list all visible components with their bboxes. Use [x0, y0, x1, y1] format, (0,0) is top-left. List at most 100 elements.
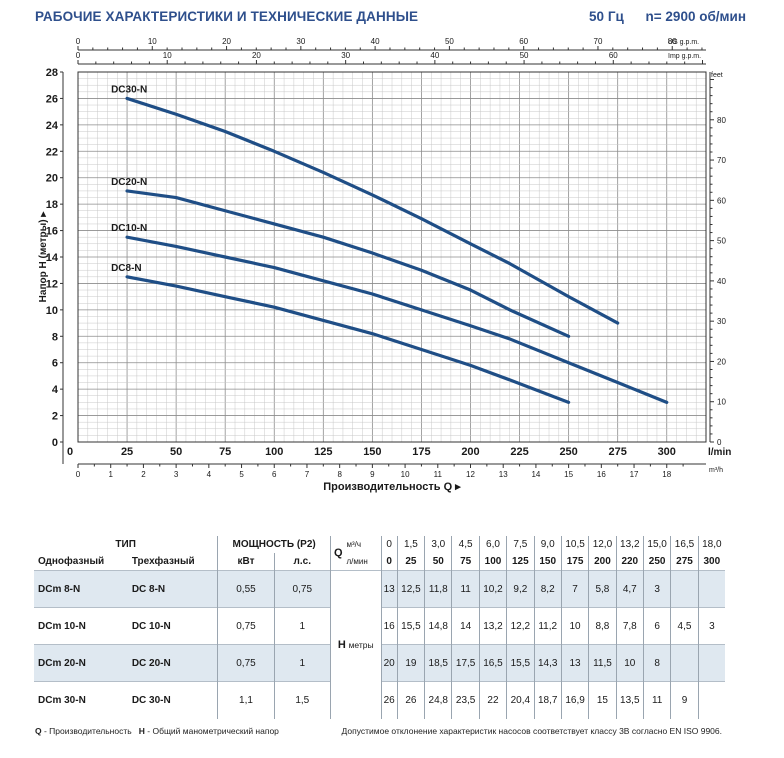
head-value: 13,5: [615, 681, 644, 719]
head-value: 3: [697, 607, 725, 645]
single-phase-model: DCm 30-N: [34, 681, 128, 719]
plot-frame: [77, 71, 707, 443]
single-phase-model: DCm 20-N: [34, 644, 128, 682]
q-lmin-value: 25: [396, 553, 425, 571]
head-value: 5,8: [588, 570, 617, 608]
m3h-tick-label: 12: [466, 470, 475, 479]
head-value: 16: [380, 607, 398, 645]
usgpm-tick-label: 60: [519, 37, 528, 46]
q-lmin-value: 50: [424, 553, 452, 571]
x-tick-label: 75: [219, 446, 231, 458]
q-lmin-value: 275: [670, 553, 699, 571]
x-tick-label: 100: [265, 446, 283, 458]
single-phase-model: DCm 8-N: [34, 570, 128, 608]
x-tick-label: 200: [461, 446, 479, 458]
x-tick-label: 300: [658, 446, 676, 458]
head-value: 12,2: [506, 607, 535, 645]
three-phase-model: DC 30-N: [127, 681, 218, 719]
head-value: 14: [451, 607, 480, 645]
q-lmin-value: 100: [478, 553, 507, 571]
impgpm-tick-label: 10: [163, 51, 172, 60]
three-phase-header: Трехфазный: [131, 556, 195, 567]
x-tick-label: 250: [559, 446, 577, 458]
impgpm-tick-label: 0: [76, 51, 81, 60]
curve-dc30-n: [125, 96, 620, 325]
usgpm-tick-label: 80: [668, 37, 677, 46]
usgpm-unit-label: US g.p.m.: [668, 39, 699, 46]
x-tick-label: 150: [363, 446, 381, 458]
m3h-tick-label: 10: [401, 470, 410, 479]
m3h-tick-label: 9: [370, 470, 375, 479]
m3h-tick-label: 18: [662, 470, 671, 479]
y-tick-label: 22: [46, 146, 58, 158]
feet-tick-label: 0: [717, 438, 722, 447]
power-header: МОЩНОСТЬ (P2): [217, 536, 331, 553]
head-value: 10: [560, 607, 589, 645]
x-unit-label: l/min: [708, 447, 731, 458]
y-tick-label: 4: [52, 384, 59, 396]
head-value: 8,8: [588, 607, 617, 645]
footer-note: Допустимое отклонение характеристик насо…: [341, 726, 722, 736]
curve-dc10-n: [125, 235, 669, 404]
m3h-tick-label: 7: [305, 470, 310, 479]
q-lmin-value: 125: [506, 553, 535, 571]
y-tick-label: 2: [52, 411, 58, 423]
q-m3h-value: 16,5: [670, 536, 699, 553]
usgpm-tick-label: 0: [76, 37, 81, 46]
three-phase-model: DC 8-N: [127, 570, 218, 608]
x-tick-label: 0: [67, 446, 73, 458]
head-value: 16,9: [560, 681, 589, 719]
single-phase-model: DCm 10-N: [34, 607, 128, 645]
usgpm-tick-label: 50: [445, 37, 454, 46]
head-value: 26: [396, 681, 425, 719]
power-hp: 1: [273, 607, 331, 645]
q-lmin-value: 150: [533, 553, 562, 571]
impgpm-tick-label: 40: [430, 51, 439, 60]
head-value: 11,8: [424, 570, 452, 608]
header-specs: 50 Гц n= 2900 об/мин: [571, 9, 746, 24]
power-kw: 0,55: [217, 570, 275, 608]
head-value: 9: [670, 681, 699, 719]
head-value: 19: [396, 644, 425, 682]
impgpm-tick-label: 30: [341, 51, 350, 60]
q-lmin-value: 200: [588, 553, 617, 571]
single-phase-header: Однофазный: [38, 556, 105, 567]
head-value: 12,5: [396, 570, 425, 608]
curve-label-dc20-n: DC20-N: [111, 177, 147, 188]
power-hp: 0,75: [273, 570, 331, 608]
m3h-tick-label: 17: [630, 470, 639, 479]
head-value: 23,5: [451, 681, 480, 719]
head-value: 20: [380, 644, 398, 682]
m3h-tick-label: 3: [174, 470, 179, 479]
head-value: 11: [642, 681, 671, 719]
usgpm-tick-label: 40: [371, 37, 380, 46]
m3h-tick-label: 4: [207, 470, 212, 479]
m3h-tick-label: 11: [434, 470, 443, 479]
head-value: 10,2: [478, 570, 507, 608]
curve-label-dc8-n: DC8-N: [111, 263, 142, 274]
head-value: 24,8: [424, 681, 452, 719]
m3h-tick-label: 1: [108, 470, 113, 479]
feet-tick-label: 60: [717, 196, 726, 205]
m3h-tick-label: 15: [564, 470, 573, 479]
footer-legend: Q - Производительность H - Общий маномет…: [35, 726, 279, 736]
feet-tick-label: 30: [717, 317, 726, 326]
feet-tick-label: 10: [717, 398, 726, 407]
y-tick-label: 12: [46, 278, 58, 290]
q-m3h-value: 10,5: [560, 536, 589, 553]
q-m3h-value: 6,0: [478, 536, 507, 553]
m3h-tick-label: 0: [76, 470, 81, 479]
kw-header: кВт: [217, 553, 275, 571]
q-m3h-value: 15,0: [642, 536, 671, 553]
head-value: 4,5: [670, 607, 699, 645]
type-header: ТИП: [115, 539, 136, 550]
feet-tick-label: 40: [717, 277, 726, 286]
m3h-tick-label: 16: [597, 470, 606, 479]
power-kw: 0,75: [217, 607, 275, 645]
q-lmin-value: 0: [380, 553, 398, 571]
q-lmin-value: 75: [451, 553, 480, 571]
head-value: 15,5: [506, 644, 535, 682]
feet-tick-label: 80: [717, 116, 726, 125]
x-tick-label: 275: [609, 446, 627, 458]
m3h-unit-label: m³/h: [709, 467, 723, 474]
